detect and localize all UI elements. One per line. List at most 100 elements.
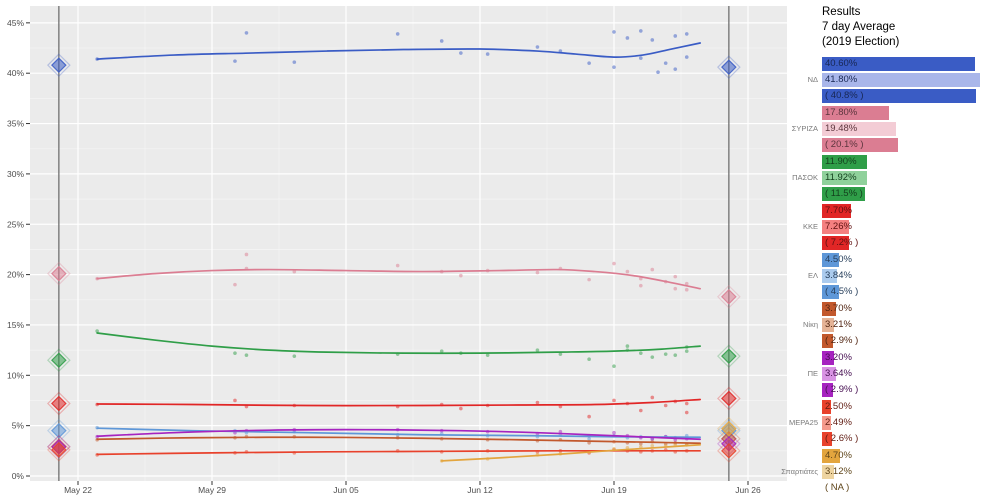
poll-point [612, 398, 616, 403]
poll-point [587, 357, 591, 361]
trend-line-kke [96, 398, 701, 407]
trend-line-nd [96, 42, 701, 60]
avg-bar-el [822, 269, 837, 283]
election-diamond-prev-pasok [47, 348, 71, 373]
avg-bar-value-nd: 41.80% [825, 74, 858, 85]
poll-point [587, 61, 591, 65]
poll-point [684, 287, 689, 292]
poll-point [684, 410, 689, 415]
y-tick-label: 35% [7, 119, 24, 129]
avg-bar-pasok [822, 171, 868, 185]
poll-point [656, 70, 660, 74]
poll-point [663, 403, 668, 408]
poll-point [650, 395, 655, 400]
poll-point [439, 39, 444, 43]
result-bar-el [822, 253, 839, 267]
diamond-outline [717, 344, 741, 369]
result-bar-value-syriza: 17.80% [825, 107, 858, 118]
poll-point [663, 61, 668, 65]
result-bar-nd [822, 57, 976, 71]
result-bar-kke [822, 204, 852, 218]
diamond [51, 395, 67, 412]
election-diamond-prev-syriza [47, 261, 71, 286]
poll-point [639, 444, 643, 449]
prev-bar-value-el: ( 4.5% ) [825, 286, 859, 297]
prev-bar-value-kke: ( 7.2% ) [825, 237, 859, 248]
result-bar-value-mera25: 2.50% [825, 401, 852, 412]
prev-bar-value-syriza: ( 20.1% ) [825, 139, 864, 150]
avg-bar-value-pasok: 11.92% [825, 172, 857, 183]
diamond-outline [717, 284, 741, 309]
diamond-outline [47, 437, 71, 462]
poll-point [395, 32, 400, 36]
poll-point [535, 270, 540, 275]
poll-point [625, 344, 630, 348]
election-diamond-result-mera25 [717, 438, 741, 463]
poll-point [535, 45, 540, 49]
poll-point [459, 51, 463, 55]
diamond-outline [717, 438, 741, 463]
election-diamond-result-nd [717, 55, 741, 80]
avg-bar-value-syriza: 19.48% [825, 123, 858, 134]
prev-bar-value-pe: ( 2.9% ) [825, 384, 859, 395]
poll-point [684, 55, 689, 59]
diamond-outline [47, 434, 71, 459]
diamond-outline [47, 391, 71, 416]
poll-point [587, 414, 591, 419]
election-diamond-result-kke [717, 386, 741, 411]
poll-point [244, 252, 249, 257]
y-tick-label: 20% [7, 270, 24, 280]
legend-title-prev-election: (2019 Election) [822, 36, 900, 48]
y-tick-label: 40% [7, 68, 24, 78]
prev-bar-syriza [822, 138, 898, 152]
diamond [51, 265, 67, 282]
avg-bar-value-mera25: 2.49% [825, 417, 852, 428]
poll-point [663, 352, 668, 356]
y-axis: 0% 5% 10% 15% 20% 25% 30% 35% 40% 45% [7, 18, 30, 481]
prev-bar-pasok [822, 187, 866, 201]
x-tick-label: Jun 19 [601, 485, 627, 495]
election-diamond-prev-kke [47, 391, 71, 416]
diamond [51, 57, 67, 73]
election-diamond-result-syriza [717, 284, 741, 309]
diamond-outline [47, 261, 71, 286]
poll-point [395, 263, 400, 268]
poll-point [639, 408, 643, 413]
diamond [721, 420, 737, 437]
legend-title-results: Results [822, 6, 861, 18]
poll-point [459, 273, 463, 278]
diamond [51, 352, 67, 369]
y-tick-label: 25% [7, 219, 24, 229]
prev-bar-value-nd: ( 40.8% ) [825, 90, 864, 101]
poll-point [535, 348, 540, 352]
trend-line-spartiates [440, 443, 701, 462]
diamond-outline [717, 55, 741, 80]
result-bar-pe [822, 351, 835, 365]
prev-bar-el [822, 285, 839, 299]
diamond-outline [47, 348, 71, 373]
poll-point [639, 56, 643, 60]
poll-point [587, 436, 591, 441]
poll-point [233, 351, 237, 355]
prev-bar-value-niki: ( 2.9% ) [825, 335, 859, 346]
poll-point [625, 36, 630, 40]
result-bar-pasok [822, 155, 867, 169]
diamond [721, 288, 737, 305]
prev-bar-value-mera25: ( 2.6% ) [825, 433, 859, 444]
poll-point [684, 281, 689, 286]
poll-point [684, 349, 689, 353]
plot-panel [30, 6, 787, 481]
trend-line-syriza [96, 268, 701, 290]
poll-point [650, 355, 655, 359]
party-label-mera25: ΜΕΡΑ25 [788, 418, 818, 427]
result-bar-value-niki: 3.70% [825, 303, 852, 314]
party-label-pasok: ΠΑΣΟΚ [792, 173, 818, 182]
poll-point [684, 401, 689, 406]
poll-point [244, 31, 249, 35]
party-label-spartiates: Σπαρτιάτες [781, 467, 818, 476]
result-bar-value-pe: 3.20% [825, 352, 852, 363]
poll-point [673, 353, 678, 357]
avg-bar-value-spartiates: 3.12% [825, 466, 852, 477]
election-diamond-prev-mera25 [47, 437, 71, 462]
poll-point [558, 352, 563, 356]
